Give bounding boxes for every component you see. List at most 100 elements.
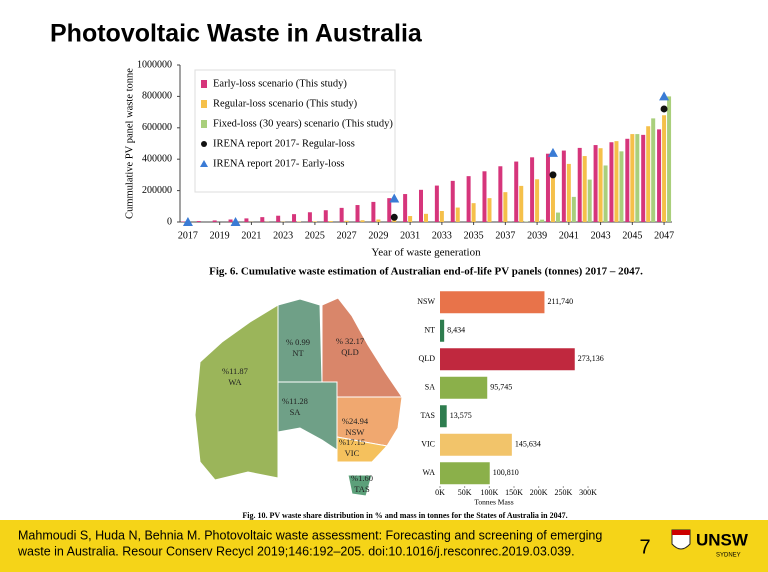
bar	[587, 179, 592, 222]
scatter-point	[230, 217, 241, 226]
chart-2: NSW 211,740 NT 8,434 QLD 273,136 SA 95,745 TAS 13…	[242, 291, 604, 520]
bar	[603, 165, 608, 222]
value-label: 145,634	[515, 440, 541, 449]
scatter-point	[549, 171, 557, 179]
category-label: TAS	[421, 411, 435, 420]
bar	[440, 319, 445, 342]
chart-1: 0 200000 400000 600000 800000 1000000 2017 2019…	[124, 59, 674, 277]
x-tick-label: 2023	[273, 230, 293, 241]
region-nsw	[336, 396, 403, 447]
bar	[450, 180, 455, 222]
x-axis-title: Year of waste generation	[371, 247, 481, 259]
region-name: VIC	[345, 448, 360, 458]
bar	[482, 171, 487, 222]
x-tick-label: 2037	[495, 230, 515, 241]
bar	[530, 157, 535, 222]
figure-caption: Fig. 10. PV waste share distribution in …	[242, 511, 567, 520]
bar	[419, 189, 423, 222]
bar	[487, 198, 492, 222]
y-tick-label: 1000000	[137, 59, 172, 70]
bar	[566, 163, 571, 222]
x-tick-label: 100K	[480, 488, 498, 497]
bar	[387, 198, 392, 222]
legend-label: Early-loss scenario (This study)	[213, 78, 347, 89]
x-tick-label: 2031	[400, 230, 420, 241]
legend-swatch	[201, 100, 207, 108]
legend-swatch	[200, 160, 208, 167]
x-tick-label: 50K	[458, 488, 472, 497]
bar	[514, 161, 519, 222]
bar	[424, 213, 428, 222]
bar	[667, 96, 672, 222]
bar	[630, 134, 635, 222]
legend-swatch	[201, 80, 207, 88]
australia-map	[194, 297, 403, 497]
bar	[440, 433, 512, 456]
x-tick-label: 2045	[622, 230, 642, 241]
region-share: % 32.17	[336, 336, 364, 346]
category-label: NSW	[417, 297, 435, 306]
value-label: 211,740	[547, 297, 573, 306]
bar	[292, 214, 297, 222]
bar	[609, 142, 614, 222]
bar	[344, 220, 349, 222]
bar	[535, 179, 540, 222]
logo-subtext: SYDNEY	[716, 553, 741, 559]
bar	[339, 207, 344, 222]
scatter-point	[660, 105, 668, 113]
region-name: WA	[228, 377, 242, 387]
scatter-point	[389, 193, 400, 203]
x-tick-label: 2033	[432, 230, 452, 241]
region-share: % 0.99	[286, 337, 310, 347]
bar	[571, 196, 576, 222]
bar	[440, 376, 488, 399]
bar	[635, 134, 640, 222]
x-tick-label: 2021	[241, 230, 261, 241]
scatter-point	[659, 91, 670, 101]
footer-bar	[0, 520, 768, 572]
bar	[598, 148, 603, 222]
slide-title: Photovoltaic Waste in Australia	[50, 20, 423, 48]
figure-caption: Fig. 6. Cumulative waste estimation of A…	[209, 266, 643, 278]
bar	[561, 150, 566, 222]
x-tick-label: 2035	[464, 230, 484, 241]
bar	[662, 115, 667, 222]
bar	[503, 192, 508, 222]
region-sa	[277, 381, 338, 451]
value-label: 273,136	[578, 354, 604, 363]
region-share: %11.28	[282, 396, 308, 406]
region-share: %11.87	[222, 366, 248, 376]
bar	[244, 218, 249, 222]
bar	[471, 203, 476, 222]
scatter-point	[390, 213, 398, 221]
x-tick-label: 2041	[559, 230, 579, 241]
value-label: 95,745	[490, 383, 512, 392]
region-name: QLD	[341, 347, 358, 357]
bar	[260, 217, 265, 222]
region-share: %24.94	[342, 416, 369, 426]
bar	[593, 145, 598, 222]
x-axis-title: Tonnes Mass	[474, 498, 513, 507]
bar	[328, 221, 333, 222]
scatter-point	[547, 147, 558, 157]
bar	[540, 219, 545, 222]
x-tick-label: 2029	[368, 230, 388, 241]
region-name: TAS	[354, 484, 370, 494]
y-tick-label: 0	[167, 216, 172, 227]
value-label: 100,810	[493, 468, 519, 477]
bar	[466, 176, 471, 222]
value-label: 13,575	[450, 411, 472, 420]
x-tick-label: 150K	[505, 488, 523, 497]
bar	[614, 141, 619, 222]
bar	[440, 405, 447, 428]
citation-line: waste in Australia. Resour Conserv Recyc…	[17, 544, 575, 558]
x-tick-label: 0K	[435, 488, 445, 497]
region-share: %17.15	[339, 437, 365, 447]
citation-line: Mahmoudi S, Huda N, Behnia M. Photovolta…	[18, 528, 602, 542]
y-tick-label: 400000	[142, 153, 172, 164]
region-share: %1.60	[351, 473, 373, 483]
region-name: SA	[290, 407, 302, 417]
bar	[657, 129, 662, 222]
logo-crest-band	[672, 530, 690, 535]
